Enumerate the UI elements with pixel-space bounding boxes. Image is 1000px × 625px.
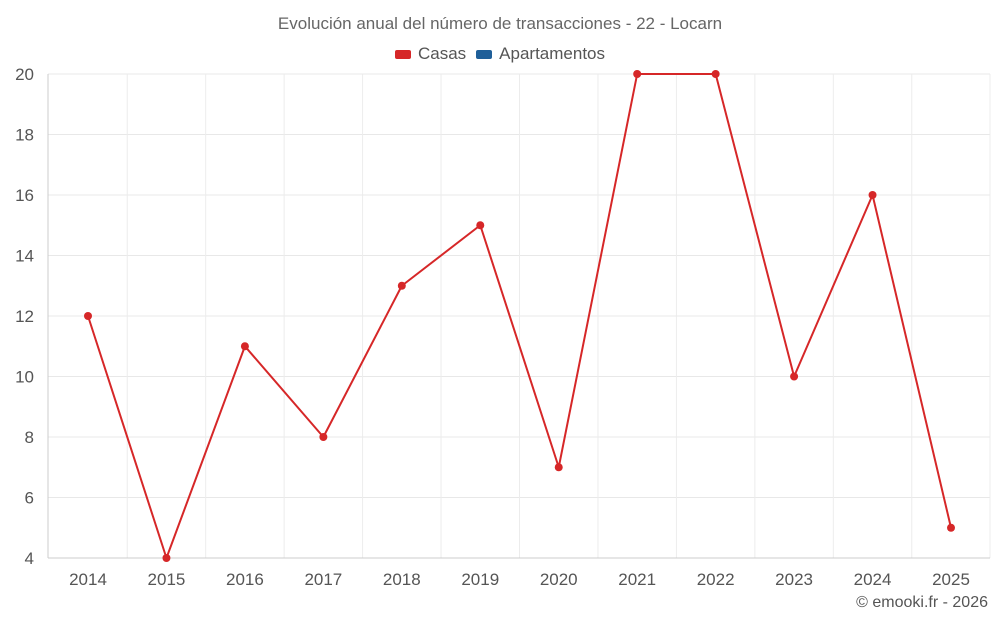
x-tick-label: 2019 bbox=[461, 570, 499, 589]
x-tick-label: 2017 bbox=[304, 570, 342, 589]
y-tick-label: 4 bbox=[25, 549, 34, 568]
chart-title: Evolución anual del número de transaccio… bbox=[277, 14, 723, 33]
x-tick-label: 2023 bbox=[775, 570, 813, 589]
y-tick-label: 20 bbox=[15, 65, 34, 84]
x-tick-label: 2015 bbox=[148, 570, 186, 589]
data-point-2020 bbox=[554, 463, 563, 472]
legend-item-apartamentos[interactable]: Apartamentos bbox=[476, 44, 605, 64]
x-tick-label: 2025 bbox=[932, 570, 970, 589]
x-tick-label: 2014 bbox=[69, 570, 107, 589]
x-tick-label: 2018 bbox=[383, 570, 421, 589]
x-tick-label: 2022 bbox=[697, 570, 735, 589]
data-point-2023 bbox=[790, 372, 799, 381]
legend-label-apartamentos: Apartamentos bbox=[499, 44, 606, 63]
data-point-2021 bbox=[633, 70, 642, 78]
legend: Casas Apartamentos bbox=[0, 44, 1000, 64]
data-point-2022 bbox=[711, 70, 720, 78]
data-point-2016 bbox=[240, 342, 249, 351]
watermark: © emooki.fr - 2026 bbox=[856, 594, 988, 611]
data-point-2024 bbox=[868, 191, 877, 199]
legend-swatch-apartamentos bbox=[476, 49, 493, 59]
legend-item-casas[interactable]: Casas bbox=[394, 44, 467, 64]
y-tick-label: 14 bbox=[15, 247, 34, 266]
data-point-2017 bbox=[319, 433, 328, 441]
series-line-casas bbox=[87, 73, 952, 559]
y-tick-label: 8 bbox=[25, 428, 34, 447]
y-tick-label: 16 bbox=[15, 186, 34, 205]
y-tick-label: 6 bbox=[25, 489, 34, 508]
x-tick-label: 2020 bbox=[540, 570, 578, 589]
legend-label-casas: Casas bbox=[417, 44, 467, 63]
data-point-2015 bbox=[162, 554, 171, 562]
data-point-2019 bbox=[476, 221, 485, 230]
data-point-2018 bbox=[397, 281, 406, 290]
y-tick-label: 12 bbox=[15, 307, 34, 326]
x-tick-label: 2024 bbox=[854, 570, 892, 589]
x-tick-label: 2016 bbox=[226, 570, 264, 589]
data-point-2025 bbox=[947, 523, 955, 532]
x-tick-label: 2021 bbox=[618, 570, 656, 589]
legend-swatch-casas bbox=[394, 49, 411, 59]
y-tick-label: 18 bbox=[15, 126, 34, 145]
data-point-2014 bbox=[84, 312, 92, 320]
y-tick-label: 10 bbox=[15, 368, 34, 387]
